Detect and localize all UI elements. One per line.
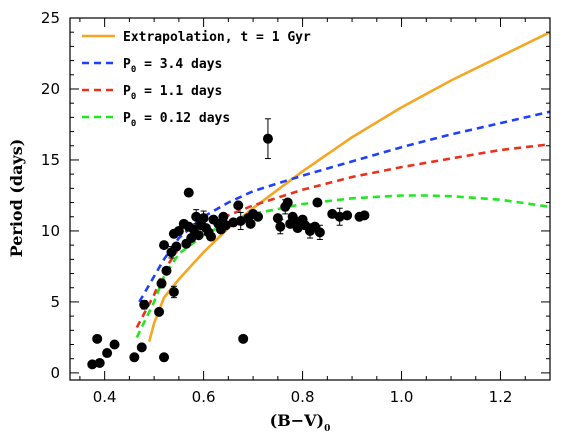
legend-label-rest: = 3.4 days: [136, 57, 222, 72]
x-axis-title-sub: 0: [324, 424, 330, 434]
data-point-11: [159, 240, 169, 250]
data-point-6: [137, 342, 147, 352]
data-point-41: [246, 219, 256, 229]
data-point-2: [95, 358, 105, 368]
data-point-21: [184, 188, 194, 198]
data-point-10: [159, 352, 169, 362]
data-point-57: [312, 198, 322, 208]
legend-label-rest: = 0.12 days: [136, 111, 230, 126]
legend-label-main: Extrapolation, t = 1 Gyr: [123, 30, 311, 45]
legend-label-rest: = 1.1 days: [136, 84, 222, 99]
y-tick-label: 20: [41, 80, 60, 98]
y-tick-label: 25: [41, 9, 60, 27]
legend-label-main: P: [123, 84, 131, 99]
x-tick-label: 1.0: [390, 388, 414, 406]
y-axis-title: Period (days): [7, 139, 26, 258]
data-point-25: [194, 230, 204, 240]
data-point-8: [154, 307, 164, 317]
data-point-14: [169, 287, 179, 297]
data-point-39: [238, 334, 248, 344]
legend: Extrapolation, t = 1 Gyr P0 = 3.4 days P0 …: [82, 30, 311, 129]
data-point-58: [315, 227, 325, 237]
data-point-7: [139, 300, 149, 310]
data-point-61: [342, 210, 352, 220]
data-point-3: [102, 348, 112, 358]
data-point-1: [92, 334, 102, 344]
legend-label-main: P: [123, 111, 131, 126]
data-point-46: [275, 222, 285, 232]
data-point-4: [110, 340, 120, 350]
data-point-63: [359, 210, 369, 220]
x-tick-label: 1.2: [489, 388, 513, 406]
data-point-34: [218, 212, 228, 222]
y-tick-label: 5: [50, 293, 60, 311]
x-tick-label: 0.4: [93, 388, 117, 406]
legend-label-2: P0 = 1.1 days: [123, 84, 222, 102]
x-axis-title: (B−V)0: [270, 411, 331, 434]
data-point-43: [253, 212, 263, 222]
data-point-45: [273, 213, 283, 223]
data-point-37: [233, 200, 243, 210]
legend-label-0: Extrapolation, t = 1 Gyr: [123, 30, 311, 45]
x-tick-label: 0.6: [192, 388, 216, 406]
data-point-48: [283, 198, 293, 208]
y-tick-label: 15: [41, 151, 60, 169]
x-tick-label: 0.8: [291, 388, 315, 406]
data-point-5: [129, 352, 139, 362]
legend-label-1: P0 = 3.4 days: [123, 57, 222, 75]
data-point-44: [263, 134, 273, 144]
series-line-0: [149, 32, 550, 342]
data-point-9: [157, 278, 167, 288]
data-point-16: [171, 242, 181, 252]
data-point-12: [161, 266, 171, 276]
legend-label-main: P: [123, 57, 131, 72]
legend-label-3: P0 = 0.12 days: [123, 111, 230, 129]
y-tick-label: 10: [41, 222, 60, 240]
y-tick-label: 0: [50, 364, 60, 382]
data-point-27: [199, 213, 209, 223]
series-line-1: [139, 112, 550, 302]
plot-clipped: [87, 32, 550, 369]
data-point-30: [206, 232, 216, 242]
x-axis-title-main: (B−V): [270, 411, 324, 430]
plot-area: [87, 32, 550, 369]
